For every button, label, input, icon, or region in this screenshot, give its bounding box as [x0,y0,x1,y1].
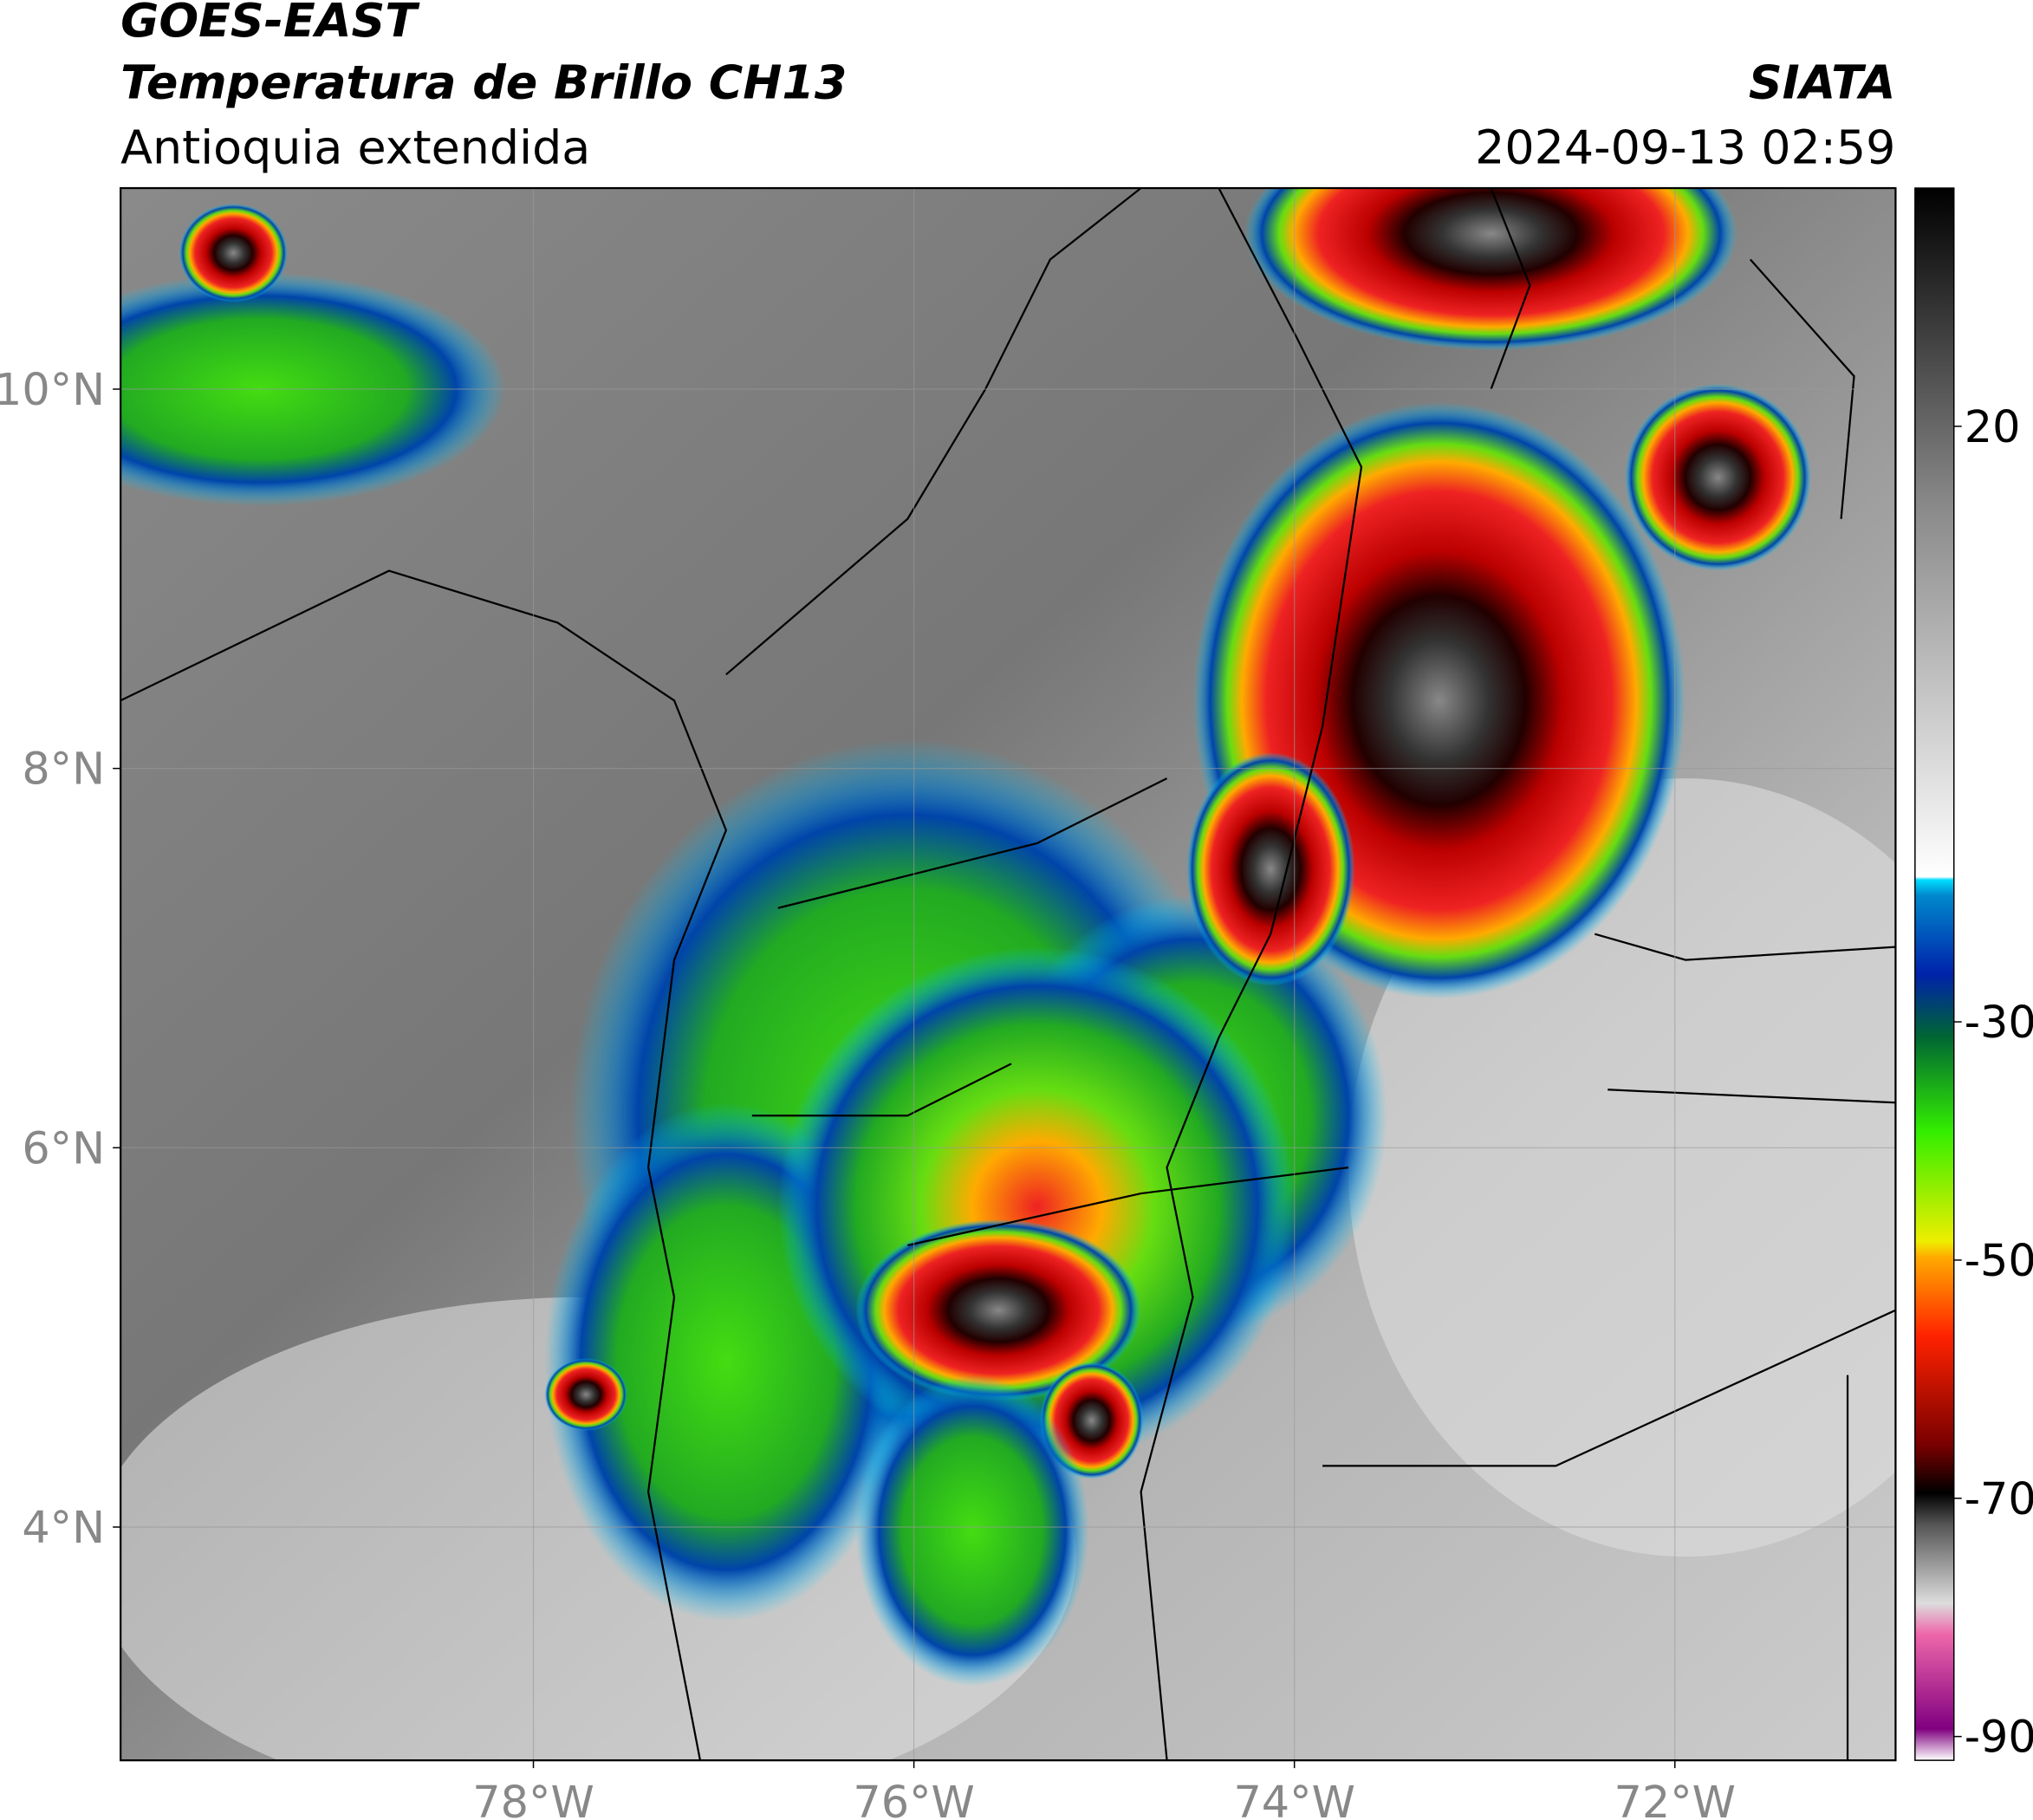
x-tick-label: 74°W [1233,1777,1354,1820]
title: GOES-EAST [120,0,420,48]
y-tick-label: 6°N [22,1122,105,1173]
y-tick-label: 8°N [22,744,105,795]
x-tick-label: 78°W [472,1777,594,1820]
y-tick-label: 4°N [22,1502,105,1553]
colorbar [1914,187,1955,1761]
y-tick-label: 10°N [0,364,105,415]
x-tick-label: 72°W [1614,1777,1736,1820]
colorbar-tick-label: -70 [1965,1473,2033,1524]
colorbar-tick-label: 20 [1965,401,2021,452]
x-tick-label: 76°W [853,1777,974,1820]
source: SIATA [1749,55,1896,110]
satellite-image [120,188,1896,1761]
colorbar-tick-label: -30 [1965,997,2033,1048]
datetime: 2024-09-13 02:59 [1475,120,1895,175]
colorbar-tick-label: -50 [1965,1235,2033,1286]
colorbar-tick-label: -90 [1965,1712,2033,1763]
region: Antioquia extendida [120,120,590,175]
subtitle: Temperatura de Brillo CH13 [120,55,847,110]
map-frame [120,186,1897,1762]
